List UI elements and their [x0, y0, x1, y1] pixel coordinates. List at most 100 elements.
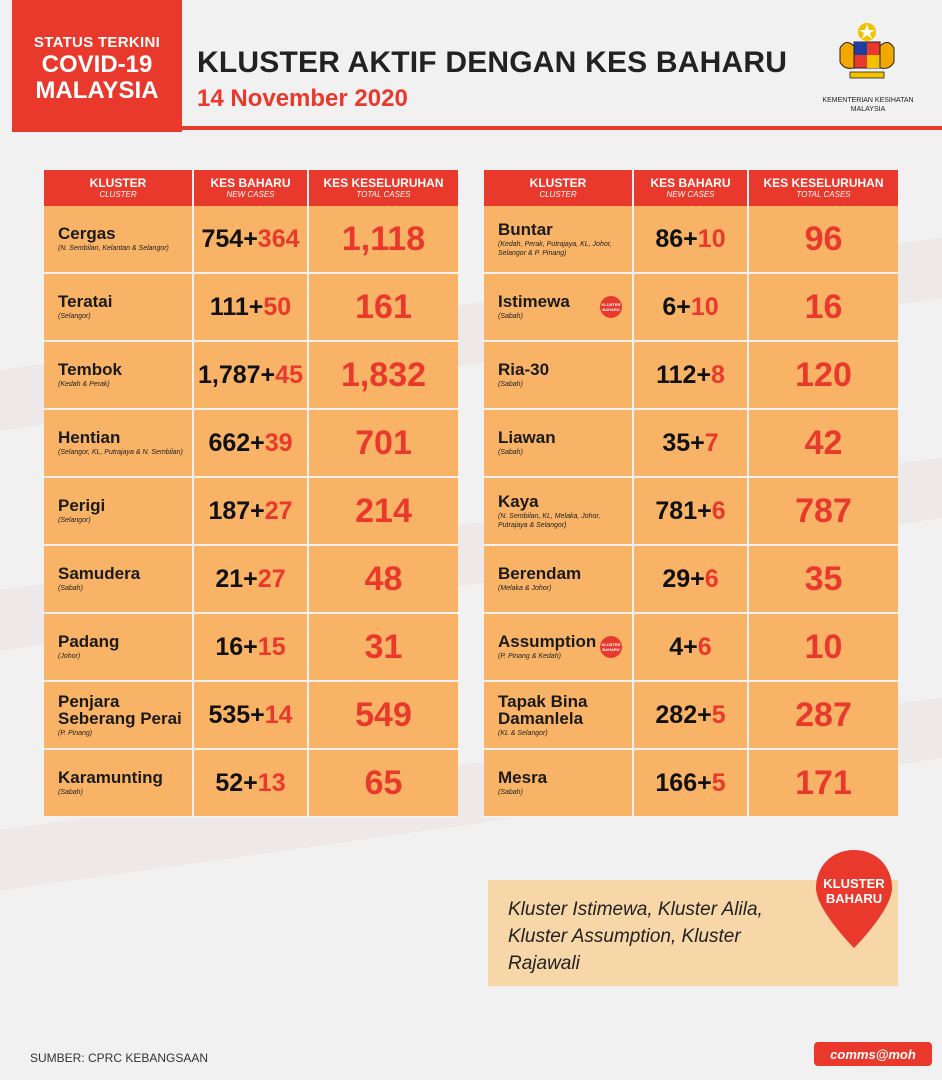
new-cases-cell: 21+ 27 [194, 546, 309, 612]
cluster-cell: Kaya (N. Sembilan, KL, Melaka, Johor, Put… [484, 478, 634, 544]
table-row: Ria-30 (Sabah) 112+ 8 120 [484, 342, 898, 410]
previous-cases: 111+ [209, 292, 264, 321]
total-cases-cell: 287 [795, 695, 852, 734]
col-cluster: KLUSTER CLUSTER [44, 170, 194, 206]
col-total-cases: KES KESELURUHAN TOTAL CASES [749, 170, 898, 206]
table-row: Kaya (N. Sembilan, KL, Melaka, Johor, Put… [484, 478, 898, 546]
previous-cases: 781+ [655, 496, 712, 525]
cluster-location: (Kedah & Perak) [58, 381, 110, 388]
cluster-name: Padang [58, 632, 120, 651]
col-new-cases-sub: NEW CASES [226, 189, 275, 199]
cluster-name: Kaya [498, 491, 539, 511]
new-cases-cell: 4+ 6 [634, 614, 749, 680]
previous-cases: 52+ [215, 768, 258, 797]
ministry-label: KEMENTERIAN KESIHATAN MALAYSIA [822, 97, 914, 113]
col-new-cases: KES BAHARU NEW CASES [634, 170, 749, 206]
added-cases: 10 [697, 224, 726, 253]
total-cases-cell: 16 [804, 287, 843, 326]
cluster-location: (Sabah) [58, 789, 83, 796]
col-total-cases-sub: TOTAL CASES [356, 189, 411, 199]
cluster-name: Assumption [498, 632, 597, 651]
new-cases-cell: 754+ 364 [194, 206, 309, 272]
total-cases-cell: 1,832 [340, 355, 427, 394]
cluster-location: (Melaka & Johor) [498, 585, 552, 592]
new-cases-cell: 16+ 15 [194, 614, 309, 680]
cluster-location: (N. Sembilan, Kelantan & Selangor) [58, 245, 169, 252]
cluster-cell: Ria-30 (Sabah) [484, 342, 634, 408]
cluster-location: (P. Pinang & Kedah) [498, 653, 561, 660]
cluster-cell: Buntar (Kedah, Perak, Putrajaya, KL, Joho… [484, 206, 634, 272]
added-cases: 364 [257, 224, 300, 253]
cluster-cell: Samudera (Sabah) [44, 546, 194, 612]
cluster-cell: Penjara Seberang Perai (P. Pinang) [44, 682, 194, 748]
total-cases-cell: 35 [804, 559, 843, 598]
cluster-name: Istimewa [498, 292, 570, 311]
cluster-name: Tapak Bina Damanlela [498, 691, 588, 728]
cluster-cell: Liawan (Sabah) [484, 410, 634, 476]
new-cases-cell: 112+ 8 [634, 342, 749, 408]
page-title: KLUSTER AKTIF DENGAN KES BAHARU [197, 46, 788, 79]
added-cases: 15 [257, 632, 286, 661]
added-cases: 39 [264, 428, 293, 457]
cluster-table-left: KLUSTER CLUSTER KES BAHARU NEW CASES KES… [44, 170, 458, 818]
total-cases-cell: 549 [355, 695, 412, 734]
added-cases: 7 [704, 428, 719, 457]
added-cases: 10 [690, 292, 719, 321]
previous-cases: 662+ [208, 428, 265, 457]
cluster-location: (Johor) [58, 653, 81, 660]
cluster-name: Teratai [58, 292, 113, 311]
total-cases-cell: 65 [364, 763, 403, 802]
cluster-location: (Sabah) [498, 789, 523, 796]
cluster-cell: Assumption (P. Pinang & Kedah) KLUSTER BAH… [484, 614, 634, 680]
cluster-cell: Tapak Bina Damanlela (KL & Selangor) [484, 682, 634, 748]
table-row: Penjara Seberang Perai (P. Pinang) 535+ 14 5… [44, 682, 458, 750]
total-cases-cell: 161 [355, 287, 412, 326]
col-new-cases-sub: NEW CASES [666, 189, 715, 199]
cluster-location: (Sabah) [58, 585, 83, 592]
added-cases: 13 [257, 768, 286, 797]
status-line-3: MALAYSIA [35, 77, 159, 104]
new-cases-cell: 1,787+ 45 [194, 342, 309, 408]
cluster-location: (KL & Selangor) [498, 729, 548, 737]
added-cases: 5 [711, 700, 726, 729]
table-header: KLUSTER CLUSTER KES BAHARU NEW CASES KES… [44, 170, 458, 206]
previous-cases: 16+ [215, 632, 258, 661]
cluster-cell: Berendam (Melaka & Johor) [484, 546, 634, 612]
previous-cases: 4+ [669, 632, 698, 661]
total-cases-cell: 96 [804, 219, 843, 258]
cluster-name: Mesra [498, 768, 548, 787]
added-cases: 50 [263, 292, 292, 321]
new-cases-cell: 6+ 10 [634, 274, 749, 340]
col-total-cases-sub: TOTAL CASES [796, 189, 851, 199]
previous-cases: 1,787+ [198, 360, 276, 389]
new-cases-cell: 111+ 50 [194, 274, 309, 340]
added-cases: 45 [275, 360, 303, 389]
source-text: SUMBER: CPRC KEBANGSAAN [30, 1051, 209, 1065]
new-cluster-badge-icon: KLUSTER BAHARU [600, 636, 622, 658]
location-pin-icon [816, 850, 892, 948]
cluster-location: (Sabah) [498, 449, 523, 456]
total-cases-cell: 171 [795, 763, 852, 802]
cluster-location: (Selangor, KL, Putrajaya & N. Sembilan) [58, 449, 183, 456]
cluster-name: Liawan [498, 428, 556, 447]
col-total-cases-label: KES KESELURUHAN [763, 175, 884, 190]
cluster-location: (Kedah, Perak, Putrajaya, KL, Johor, Sel… [498, 240, 612, 257]
cluster-name: Samudera [58, 564, 141, 583]
table-row: Buntar (Kedah, Perak, Putrajaya, KL, Joho… [484, 206, 898, 274]
new-cases-cell: 86+ 10 [634, 206, 749, 272]
previous-cases: 112+ [656, 360, 712, 389]
added-cases: 14 [264, 700, 293, 729]
new-cluster-note-text: Kluster Istimewa, Kluster Alila, Kluster… [508, 899, 763, 974]
cluster-location: (P. Pinang) [58, 729, 93, 737]
table-row: Tembok (Kedah & Perak) 1,787+ 45 1,832 [44, 342, 458, 410]
cluster-cell: Perigi (Selangor) [44, 478, 194, 544]
previous-cases: 29+ [662, 564, 705, 593]
cluster-cell: Istimewa (Sabah) KLUSTER BAHARU [484, 274, 634, 340]
added-cases: 5 [711, 768, 726, 797]
total-cases-cell: 10 [804, 627, 843, 666]
col-new-cases-label: KES BAHARU [210, 175, 291, 190]
cluster-location: (Selangor) [58, 517, 91, 524]
col-cluster-sub: CLUSTER [539, 189, 577, 199]
table-row: Teratai (Selangor) 111+ 50 161 [44, 274, 458, 342]
col-total-cases-label: KES KESELURUHAN [323, 175, 444, 190]
